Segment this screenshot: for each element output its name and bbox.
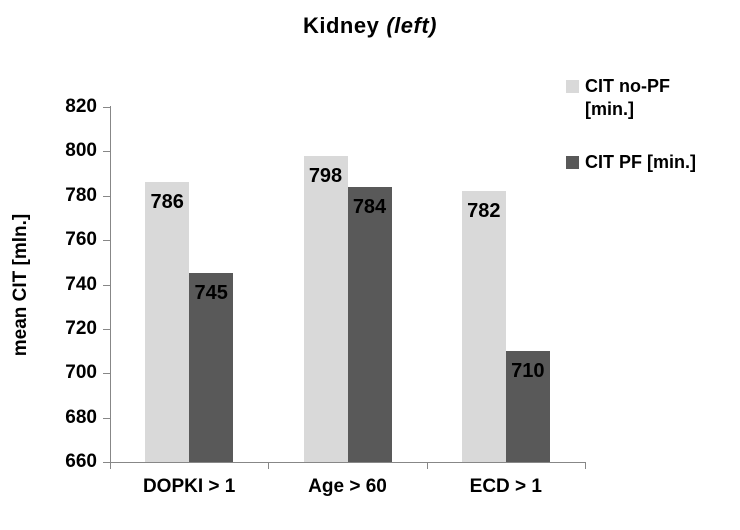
x-tick-mark [426,462,428,469]
legend-label-line: [min.] [585,99,634,119]
bar-value-label: 786 [150,191,184,214]
y-tick-label: 760 [65,229,97,251]
bar-value-label: 784 [352,195,387,218]
bar-cit-pf: 784 [347,186,392,462]
y-tick-mark [103,328,110,330]
chart-title: Kidney (left) [0,13,740,39]
y-tick-label: 740 [65,273,97,295]
chart-title-main: Kidney [302,13,380,38]
x-category-label: ECD > 1 [469,476,542,497]
bar-value-label: 798 [308,164,343,187]
x-category-label: Age > 60 [308,476,387,497]
legend-swatch [566,80,579,93]
legend: CIT no-PF [min.] CIT PF [min.] [566,75,726,204]
y-tick-mark [103,107,110,108]
x-axis-tick-marks [110,462,586,470]
x-tick-mark [110,462,111,469]
bar-value-label: 782 [467,200,501,223]
x-axis-line [103,462,586,463]
x-tick-mark [585,462,586,469]
y-tick-mark [103,240,110,242]
y-tick-mark [103,284,110,286]
legend-label-line: CIT no-PF [585,76,670,96]
y-tick-mark [103,195,110,197]
legend-item: CIT PF [min.] [566,151,726,174]
y-tick-label: 680 [65,406,97,428]
x-axis-category-labels: DOPKI > 1 Age > 60 ECD > 1 [110,476,585,498]
y-tick-mark [103,417,110,419]
bar-cit-no-pf: 786 [145,182,190,462]
bar-value-label: 710 [511,360,545,383]
y-tick-mark [103,373,110,375]
y-axis-line [110,106,111,468]
y-tick-mark [103,462,110,463]
y-tick-label: 780 [65,184,97,206]
legend-label: CIT PF [min.] [585,151,696,174]
y-tick-mark [103,151,110,153]
bar-cit-no-pf: 798 [303,155,348,462]
bar-value-label: 745 [194,282,228,305]
bar-cit-no-pf: 782 [461,191,506,462]
x-tick-mark [268,462,270,469]
y-tick-label: 820 [65,96,97,117]
y-tick-label: 700 [65,362,97,384]
y-axis-ticks: 660 680 700 720 740 760 780 800 820 [0,97,110,472]
y-tick-label: 660 [65,451,97,472]
legend-swatch [566,156,579,169]
y-tick-label: 720 [65,317,97,339]
y-tick-label: 800 [65,140,97,162]
bar-cit-pf: 710 [505,351,550,462]
chart-title-suffix: (left) [386,13,437,38]
bar-cit-pf: 745 [189,273,234,462]
plot-area: 786 745 798 784 782 710 [110,107,585,462]
x-category-label: DOPKI > 1 [142,476,236,497]
legend-label-line: CIT PF [min.] [585,152,696,172]
legend-label: CIT no-PF [min.] [585,75,670,121]
legend-item: CIT no-PF [min.] [566,75,726,121]
